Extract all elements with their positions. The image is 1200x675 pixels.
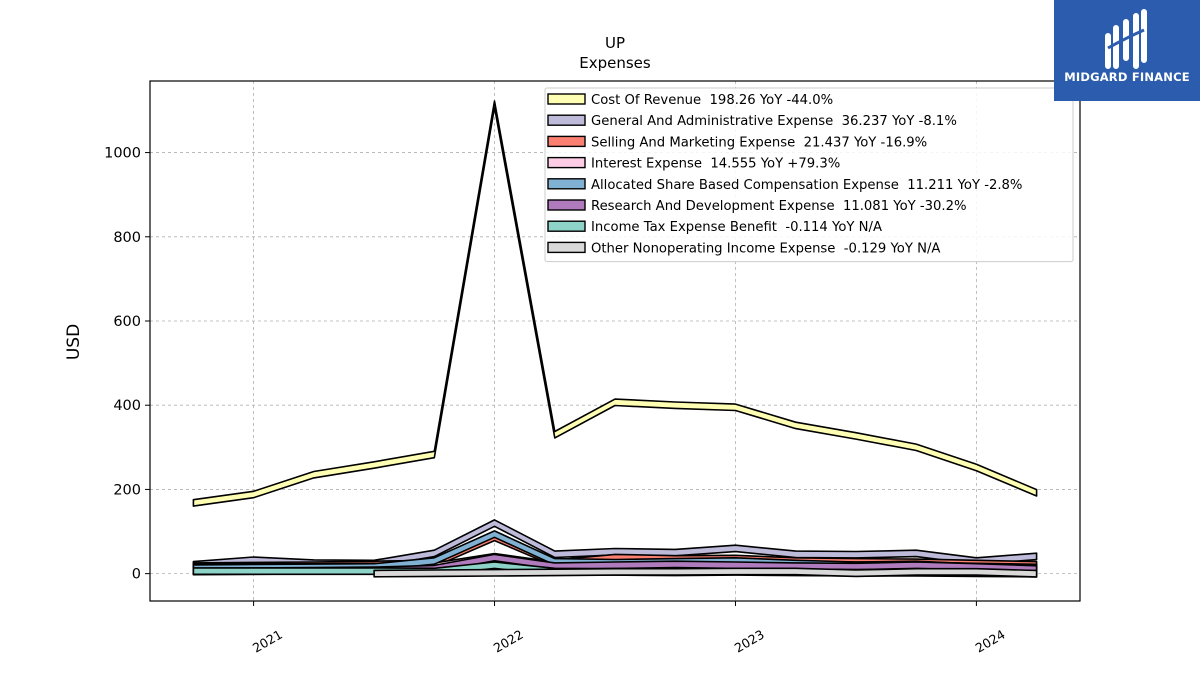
legend-swatch [547,178,586,190]
y-tick-label: 600 [113,314,141,330]
legend-swatch [547,241,586,254]
legend-label: Income Tax Expense Benefit -0.114 YoY N/… [591,220,882,235]
legend-box [544,87,1074,263]
x-tick-label: 2023 [732,627,767,656]
y-tick-label: 1000 [104,146,141,162]
series-band-1 [192,519,1038,569]
logo-text: MIDGARD FINANCE [1064,70,1190,84]
logo-mark-icon [1105,9,1147,69]
x-tick-label: 2024 [973,627,1008,656]
x-tick-label: 2022 [491,627,526,656]
chart-subtitle: Expenses [579,54,651,72]
legend-label: Research And Development Expense 11.081 … [591,199,967,214]
plot-frame [149,80,1081,602]
legend-swatch [547,114,586,126]
series-band-0 [192,100,1038,507]
x-tick-label: 2021 [250,627,285,656]
legend-label: General And Administrative Expense 36.23… [591,114,957,129]
y-tick-label: 800 [113,230,141,246]
series-layer [192,100,1038,578]
chart-title: UP [605,34,625,52]
legend-label: Other Nonoperating Income Expense -0.129… [591,241,940,256]
legend: Cost Of Revenue 198.26 YoY -44.0% General… [544,87,1074,263]
y-tick-label: 0 [132,567,141,583]
legend-swatch [547,220,586,232]
y-tick-label: 200 [113,482,141,498]
y-tick-label: 400 [113,398,141,414]
legend-label: Allocated Share Based Compensation Expen… [591,178,1022,193]
legend-label: Selling And Marketing Expense 21.437 YoY… [591,135,927,150]
midgard-finance-logo: MIDGARD FINANCE [1054,0,1200,101]
legend-label: Interest Expense 14.555 YoY +79.3% [591,157,840,172]
legend-swatch [547,199,586,211]
y-axis-label: USD [64,324,84,360]
legend-swatch [547,156,586,169]
legend-label: Cost Of Revenue 198.26 YoY -44.0% [591,93,833,108]
legend-swatch [547,135,586,148]
legend-swatch [547,93,586,105]
series-band-7 [373,567,1038,578]
